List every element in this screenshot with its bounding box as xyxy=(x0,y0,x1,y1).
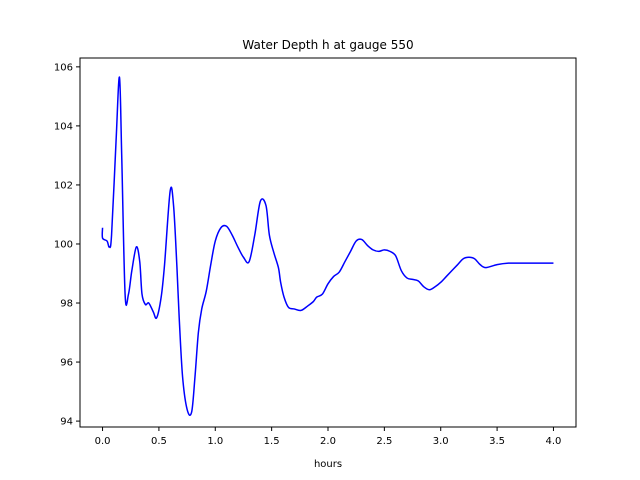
y-axis: 94 96 98 100 102 104 106 xyxy=(54,62,80,428)
y-tick-label: 104 xyxy=(54,121,73,132)
y-tick-label: 94 xyxy=(60,417,73,428)
y-tick-label: 98 xyxy=(60,299,73,310)
x-tick-label: 1.5 xyxy=(264,436,280,447)
series-line-depth xyxy=(101,76,554,416)
y-tick-label: 100 xyxy=(54,239,73,250)
x-tick-label: 4.0 xyxy=(546,436,562,447)
x-tick-label: 0.0 xyxy=(95,436,111,447)
x-tick-label: 1.0 xyxy=(207,436,223,447)
x-tick-label: 3.0 xyxy=(433,436,449,447)
x-axis: 0.0 0.5 1.0 1.5 2.0 2.5 3.0 3.5 4.0 xyxy=(95,427,562,447)
plot-frame xyxy=(79,57,577,428)
plot-content xyxy=(101,76,554,416)
x-tick-label: 0.5 xyxy=(151,436,167,447)
x-axis-label: hours xyxy=(314,459,342,470)
x-tick-label: 2.0 xyxy=(320,436,336,447)
chart-title: Water Depth h at gauge 550 xyxy=(242,38,413,52)
x-tick-label: 2.5 xyxy=(376,436,392,447)
y-tick-label: 102 xyxy=(54,180,73,191)
x-tick-label: 3.5 xyxy=(489,436,505,447)
y-tick-label: 106 xyxy=(54,62,73,73)
y-tick-label: 96 xyxy=(60,358,73,369)
